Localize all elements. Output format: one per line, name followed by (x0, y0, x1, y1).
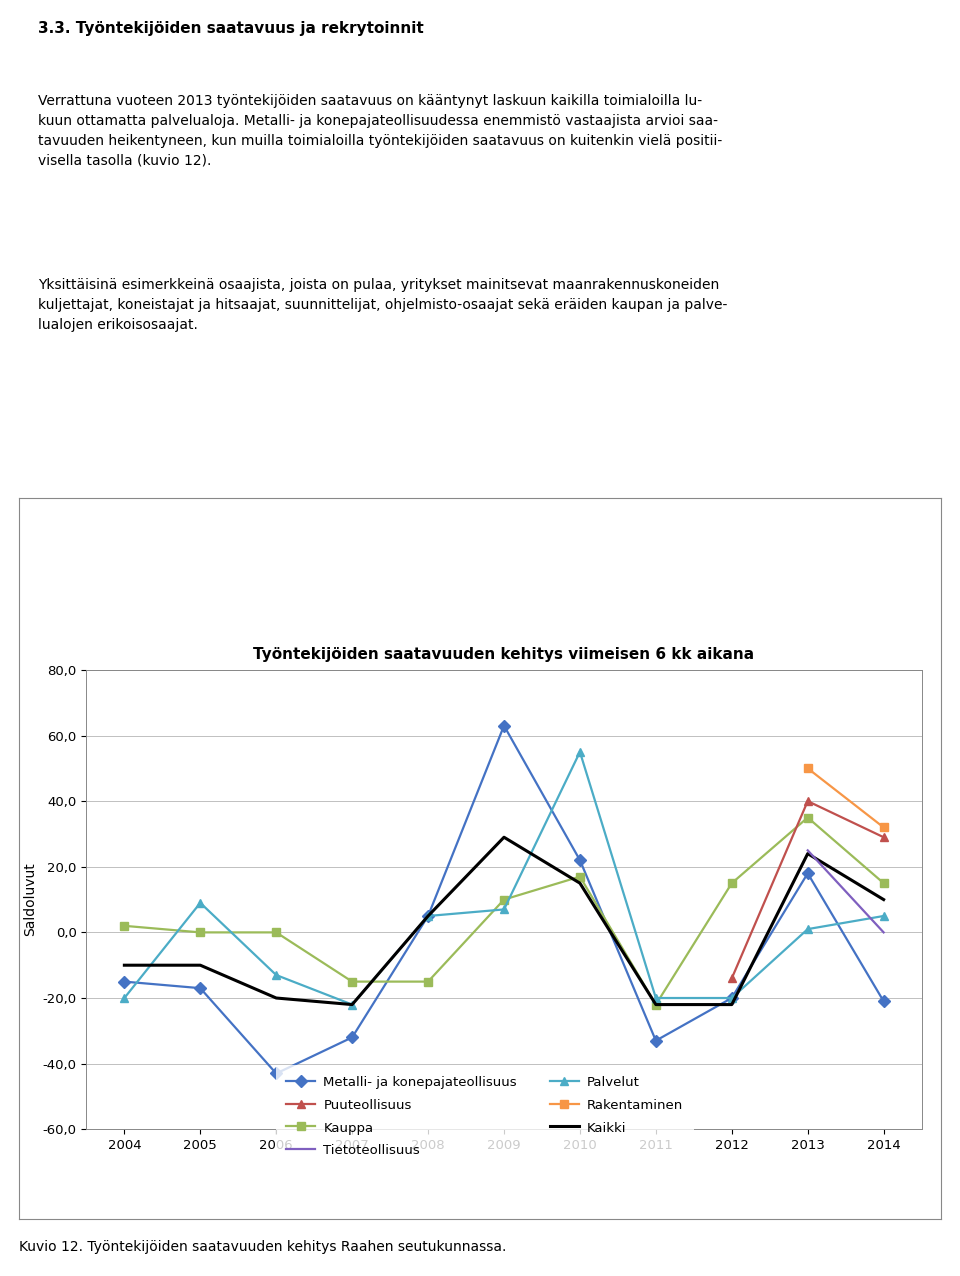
Text: Verrattuna vuoteen 2013 työntekijöiden saatavuus on kääntynyt laskuun kaikilla t: Verrattuna vuoteen 2013 työntekijöiden s… (37, 93, 722, 168)
Text: 3.3. Työntekijöiden saatavuus ja rekrytoinnit: 3.3. Työntekijöiden saatavuus ja rekryto… (37, 20, 423, 36)
Text: Yksittäisinä esimerkkeinä osaajista, joista on pulaa, yritykset mainitsevat maan: Yksittäisinä esimerkkeinä osaajista, joi… (37, 278, 727, 332)
Legend: Metalli- ja konepajateollisuus, Puuteollisuus, Kauppa, Tietoteollisuus, Palvelut: Metalli- ja konepajateollisuus, Puuteoll… (276, 1065, 694, 1168)
Title: Työntekijöiden saatavuuden kehitys viimeisen 6 kk aikana: Työntekijöiden saatavuuden kehitys viime… (253, 647, 755, 662)
Y-axis label: Saldoluvut: Saldoluvut (23, 863, 37, 937)
Text: Kuvio 12. Työntekijöiden saatavuuden kehitys Raahen seutukunnassa.: Kuvio 12. Työntekijöiden saatavuuden keh… (19, 1240, 507, 1253)
